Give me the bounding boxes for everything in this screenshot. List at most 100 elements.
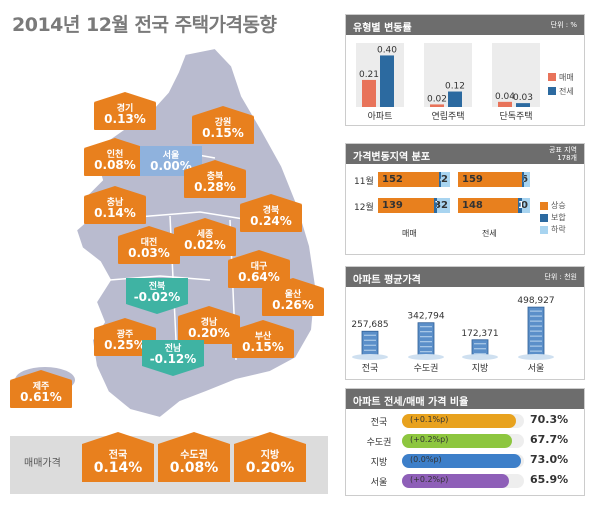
legend-label: 전세 [559,86,574,96]
ratio-row: 서울 (+0.2%p) 65.9% [346,473,586,489]
segment-value: 3 [522,172,524,187]
bar-전세-연립주택 [448,91,462,107]
ground [462,354,498,360]
ratio-value: 67.7% [530,433,569,446]
legend-item: 보합 [540,212,566,223]
ratio-row: 수도권 (+0.2%p) 67.7% [346,433,586,449]
row-label: 12월 [354,203,374,213]
segment-상승: 152 [378,172,440,187]
summary-nationwide[interactable]: 전국 0.14% [82,432,154,482]
segment-value: 148 [462,200,483,211]
ratio-fill [402,434,513,448]
segment-value: 152 [382,174,403,185]
category-label: 전국 [362,363,379,374]
segment-value: 10 [517,200,522,211]
group-label: 전세 [482,229,497,238]
region-marker-ulsan[interactable]: 울산 0.26% [262,278,324,316]
region-marker-jeonnam[interactable]: 전남 -0.12% [142,340,204,378]
ratio-fill [402,454,521,468]
bar-label: 0.40 [377,45,397,55]
category-label: 연립주택 [431,111,464,122]
bar-label: 0.02 [427,94,447,104]
ratio-label: 지방 [370,458,388,468]
ratio-value: 65.9% [530,473,569,486]
ground [518,354,554,360]
region-marker-gyeongbuk[interactable]: 경북 0.24% [240,194,302,232]
segment-보합: 10 [517,198,522,213]
summary-regional[interactable]: 지방 0.20% [234,432,306,482]
ratio-value: 70.3% [530,413,569,426]
price-label: 257,685 [351,320,388,330]
legend-item: 상승 [540,200,566,211]
bar-label: 0.21 [359,70,379,80]
region-marker-daejeon[interactable]: 대전 0.03% [118,226,180,264]
segment-하락: 16 [523,172,530,187]
segment-value: 32 [437,200,448,211]
ratio-value: 73.0% [530,453,569,466]
region-marker-jeonbuk[interactable]: 전북 -0.02% [126,278,188,316]
bar-매매-연립주택 [430,104,444,107]
jeonse-ratio-chart: 전국 (+0.1%p) 70.3% 수도권 (+0.2%p) 67.7% 지방 (0.0%p)… [346,413,584,497]
bar-매매-단독주택 [498,101,512,107]
segment-하락: 32 [437,198,450,213]
region-marker-chungnam[interactable]: 충남 0.14% [84,186,146,224]
panel-header: 아파트 전세/매매 가격 비율 [346,389,584,409]
region-marker-gangwon[interactable]: 강원 0.15% [192,106,254,144]
ratio-change: (+0.2%p) [410,435,449,444]
region-marker-gyeongnam[interactable]: 경남 0.20% [178,306,240,344]
summary-bar: 매매가격 전국 0.14% 수도권 0.08% 지방 0.20% [10,432,328,494]
ratio-label: 수도권 [366,438,392,448]
panel-header: 가격변동지역 분포 공표 지역 178개 [346,144,584,164]
distribution-chart: 11월 152 422 159 316 12월 139 732 148 1020 매매 전세 상승보합하… [346,164,584,254]
segment-value: 4 [439,172,441,187]
ratio-fill [402,414,517,428]
page-title: 2014년 12월 전국 주택가격동향 [12,14,277,36]
ratio-track: (+0.2%p) [402,434,524,448]
region-marker-gyeonggi[interactable]: 경기 0.13% [94,92,156,130]
ratio-change: (+0.2%p) [410,475,449,484]
segment-상승: 139 [378,198,435,213]
ratio-track: (0.0%p) [402,454,524,468]
panel-header: 아파트 평균가격 단위 : 천원 [346,267,584,287]
ratio-track: (+0.2%p) [402,474,524,488]
segment-value: 16 [523,174,528,185]
bar-label: 0.04 [495,92,515,102]
price-label: 172,371 [461,329,498,339]
legend-label: 매매 [559,73,574,82]
legend-swatch [548,73,556,81]
ratio-label: 서울 [370,478,388,488]
bar-전세-아파트 [380,55,394,107]
category-label: 수도권 [414,362,439,374]
bar-매매-아파트 [362,79,376,107]
segment-보합: 7 [434,198,438,213]
legend-swatch [548,87,556,95]
region-marker-sejong[interactable]: 세종 0.02% [174,218,236,256]
segment-보합: 3 [522,172,524,187]
bar-label: 0.03 [513,93,533,103]
region-marker-chungbuk[interactable]: 충북 0.28% [184,160,246,198]
price-label: 498,927 [517,296,554,306]
region-marker-daegu[interactable]: 대구 0.64% [228,250,290,288]
price-label: 342,794 [407,312,444,322]
segment-value: 159 [462,174,483,185]
ground [352,354,388,360]
category-label: 단독주택 [499,111,532,122]
segment-하락: 22 [441,172,450,187]
segment-하락: 20 [521,198,530,213]
bar-label: 0.12 [445,82,465,92]
segment-상승: 148 [458,198,518,213]
ratio-fill [402,474,510,488]
region-marker-jeju[interactable]: 제주 0.61% [10,370,72,408]
region-marker-busan[interactable]: 부산 0.15% [232,320,294,358]
ground [408,354,444,360]
summary-capital[interactable]: 수도권 0.08% [158,432,230,482]
legend-item: 하락 [540,224,566,235]
ratio-track: (+0.1%p) [402,414,524,428]
ratio-label: 전국 [370,418,388,428]
group-bg [492,43,540,107]
row-label: 11월 [354,177,374,187]
avg-price-panel: 아파트 평균가격 단위 : 천원 257,685 전국 342,794 수도권 172,3… [345,266,585,380]
region-marker-incheon[interactable]: 인천 0.08% [84,138,146,176]
